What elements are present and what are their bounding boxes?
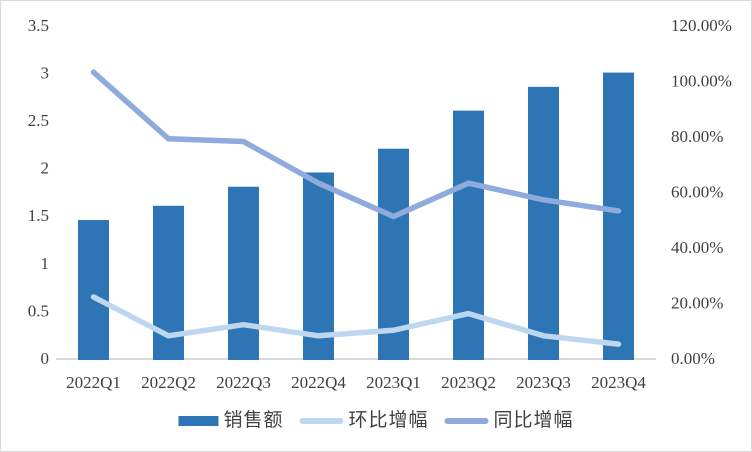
legend-label-sales: 销售额 <box>223 410 284 431</box>
y-axis-right-tick-label: 60.00% <box>671 182 723 201</box>
y-axis-left-tick-label: 2 <box>41 159 50 178</box>
sales-bar <box>303 172 334 360</box>
qoq_growth-line <box>90 294 622 347</box>
y-axis-left-tick-label: 1 <box>41 254 50 273</box>
x-axis-tick-label: 2023Q4 <box>591 373 646 392</box>
sales-bar-swatch-icon <box>178 416 219 427</box>
legend-item-yoy-growth: 同比增幅 <box>444 410 574 432</box>
y-axis-right-tick-label: 20.00% <box>671 293 723 312</box>
legend-label-yoy-growth: 同比增幅 <box>493 410 574 431</box>
x-axis-tick-label: 2022Q4 <box>291 373 346 392</box>
y-axis-right-tick-label: 0.00% <box>671 349 715 368</box>
y-axis-right-tick-label: 80.00% <box>671 127 723 146</box>
y-axis-right-tick-label: 100.00% <box>671 71 732 90</box>
sales-bar <box>603 72 634 361</box>
legend-label-qoq-growth: 环比增幅 <box>348 410 429 431</box>
yoy_growth-line <box>90 69 622 220</box>
y-axis-right-tick-label: 40.00% <box>671 238 723 257</box>
x-axis-tick-label: 2023Q3 <box>516 373 571 392</box>
x-axis-tick-label: 2023Q1 <box>366 373 421 392</box>
y-axis-left-tick-label: 0 <box>41 349 50 368</box>
sales-bar <box>228 186 259 360</box>
y-axis-left-tick-label: 3 <box>41 64 50 83</box>
chart-legend: 销售额 环比增幅 同比增幅 <box>178 410 574 432</box>
y-axis-left-tick-label: 2.5 <box>28 111 49 130</box>
sales-bar <box>78 220 109 360</box>
x-axis-tick-label: 2022Q1 <box>66 373 121 392</box>
y-axis-left-tick-label: 1.5 <box>28 206 49 225</box>
qoq-line-swatch-icon <box>299 418 344 425</box>
legend-item-qoq-growth: 环比增幅 <box>299 410 429 432</box>
x-axis-tick-label: 2022Q3 <box>216 373 271 392</box>
x-axis-tick-label: 2022Q2 <box>141 373 196 392</box>
x-axis-tick-label: 2023Q2 <box>441 373 496 392</box>
yoy-line-swatch-icon <box>444 418 489 425</box>
y-axis-left-tick-label: 0.5 <box>28 301 49 320</box>
sales-bar <box>453 110 484 360</box>
sales-bar <box>378 148 409 360</box>
sales-bar <box>528 86 559 360</box>
y-axis-right-tick-label: 120.00% <box>671 16 732 35</box>
y-axis-left-tick-label: 3.5 <box>28 16 49 35</box>
legend-item-sales: 销售额 <box>178 410 284 432</box>
